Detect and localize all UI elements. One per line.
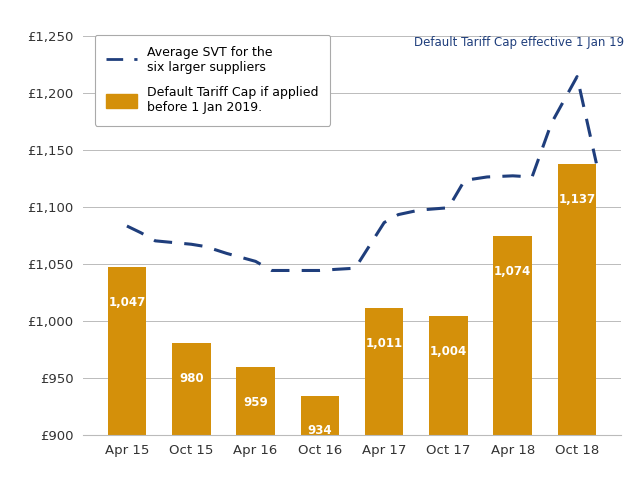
Text: 1,004: 1,004 xyxy=(430,344,467,357)
Bar xyxy=(493,236,532,435)
Bar xyxy=(172,343,211,435)
Text: 1,137: 1,137 xyxy=(559,193,596,206)
Text: 1,047: 1,047 xyxy=(108,296,145,309)
Bar xyxy=(301,396,339,435)
Text: 980: 980 xyxy=(179,372,204,385)
Text: 959: 959 xyxy=(243,396,268,409)
Text: 1,011: 1,011 xyxy=(365,337,403,350)
Bar xyxy=(236,368,275,435)
Bar xyxy=(429,316,468,435)
Bar xyxy=(108,267,146,435)
Text: 1,074: 1,074 xyxy=(494,265,531,278)
Bar xyxy=(558,164,596,435)
Text: Default Tariff Cap effective 1 Jan 19: Default Tariff Cap effective 1 Jan 19 xyxy=(414,36,624,49)
Bar xyxy=(365,308,403,435)
Text: 934: 934 xyxy=(308,425,332,438)
Legend: Average SVT for the
six larger suppliers, Default Tariff Cap if applied
before 1: Average SVT for the six larger suppliers… xyxy=(95,34,330,126)
